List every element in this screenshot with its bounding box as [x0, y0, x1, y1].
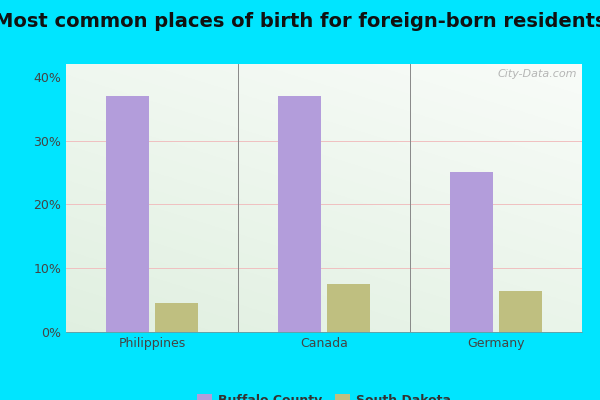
Legend: Buffalo County, South Dakota: Buffalo County, South Dakota [192, 388, 456, 400]
Text: Most common places of birth for foreign-born residents: Most common places of birth for foreign-… [0, 12, 600, 31]
Bar [278, 96, 320, 332]
Text: City-Data.com: City-Data.com [497, 69, 577, 79]
Bar [328, 284, 370, 332]
Bar [155, 303, 199, 332]
Bar [449, 172, 493, 332]
Bar [106, 96, 149, 332]
Bar [499, 290, 542, 332]
